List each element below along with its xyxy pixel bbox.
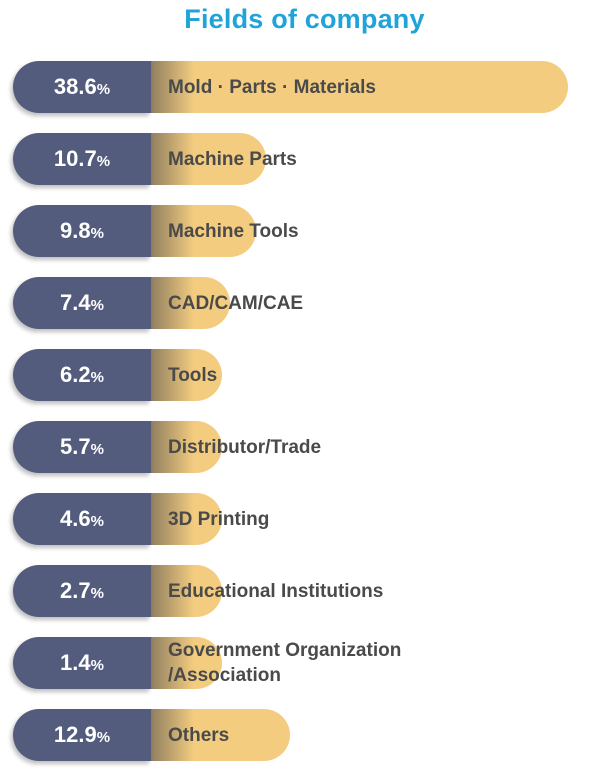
bar-row: 5.7% Distributor/Trade xyxy=(0,421,609,473)
category-label: Educational Institutions xyxy=(168,580,384,602)
category-label: Distributor/Trade xyxy=(168,436,322,458)
bar-row: 6.2% Tools xyxy=(0,349,609,401)
percent-symbol: % xyxy=(90,441,104,458)
data-label: 6.2% xyxy=(13,349,151,401)
value-pill xyxy=(13,349,151,401)
value-pill xyxy=(13,205,151,257)
bar-row: 4.6% 3D Printing xyxy=(0,493,609,545)
value-number: 38.6 xyxy=(53,74,97,99)
bar-row: 10.7% Machine Parts xyxy=(0,133,609,185)
data-label: 38.6% xyxy=(13,61,151,113)
bar-shadow xyxy=(150,709,194,761)
category-label: Tools xyxy=(168,364,218,386)
category-label: Machine Parts xyxy=(168,148,297,170)
value-number: 2.7 xyxy=(60,578,91,603)
bar-shadow xyxy=(150,205,194,257)
bar-row: 9.8% Machine Tools xyxy=(0,205,609,257)
bar-shadow xyxy=(150,349,194,401)
percent-symbol: % xyxy=(90,513,104,530)
value-number: 9.8 xyxy=(60,218,91,243)
bar-shadow xyxy=(150,277,194,329)
category-label: Mold · Parts · Materials xyxy=(168,76,376,98)
data-label: 1.4% xyxy=(13,637,151,689)
value-number: 5.7 xyxy=(60,434,91,459)
percent-symbol: % xyxy=(90,225,104,242)
data-label: 12.9% xyxy=(13,709,151,761)
value-pill xyxy=(13,277,151,329)
percent-symbol: % xyxy=(96,153,111,170)
value-number: 10.7 xyxy=(53,146,97,171)
bar-row: 7.4% CAD/CAM/CAE xyxy=(0,277,609,329)
bar-shadow xyxy=(150,133,194,185)
category-label: Government Organization /Association xyxy=(168,640,402,686)
value-number: 4.6 xyxy=(60,506,91,531)
data-label: 10.7% xyxy=(13,133,151,185)
category-label: Others xyxy=(168,724,230,746)
percent-symbol: % xyxy=(90,369,104,386)
bar-shadow xyxy=(150,565,194,617)
data-label: 7.4% xyxy=(13,277,151,329)
bar xyxy=(150,61,568,113)
percent-symbol: % xyxy=(96,81,111,98)
data-label: 4.6% xyxy=(13,493,151,545)
bar-row: 12.9% Others xyxy=(0,709,609,761)
value-number: 6.2 xyxy=(60,362,91,387)
value-pill xyxy=(13,61,151,113)
percent-symbol: % xyxy=(90,657,104,674)
category-label: Machine Tools xyxy=(168,220,299,242)
bar-row: 38.6% Mold · Parts · Materials xyxy=(0,61,609,113)
data-label: 9.8% xyxy=(13,205,151,257)
value-number: 1.4 xyxy=(60,650,91,675)
bar-shadow xyxy=(150,421,194,473)
bar-row: 1.4% Government Organization /Association xyxy=(0,637,609,689)
bar-row: 2.7% Educational Institutions xyxy=(0,565,609,617)
value-pill xyxy=(13,133,151,185)
bar-shadow xyxy=(150,61,194,113)
category-label: CAD/CAM/CAE xyxy=(168,292,304,314)
value-pill xyxy=(13,637,151,689)
bar-shadow xyxy=(150,493,194,545)
value-pill xyxy=(13,565,151,617)
value-number: 12.9 xyxy=(53,722,97,747)
percent-symbol: % xyxy=(96,729,111,746)
value-number: 7.4 xyxy=(60,290,91,315)
value-pill xyxy=(13,493,151,545)
category-label: 3D Printing xyxy=(168,508,270,530)
percent-symbol: % xyxy=(90,297,104,314)
value-pill xyxy=(13,709,151,761)
bar-shadow xyxy=(150,637,194,689)
page-title: Fields of company xyxy=(184,4,425,34)
value-pill xyxy=(13,421,151,473)
data-label: 5.7% xyxy=(13,421,151,473)
percent-symbol: % xyxy=(90,585,104,602)
data-label: 2.7% xyxy=(13,565,151,617)
